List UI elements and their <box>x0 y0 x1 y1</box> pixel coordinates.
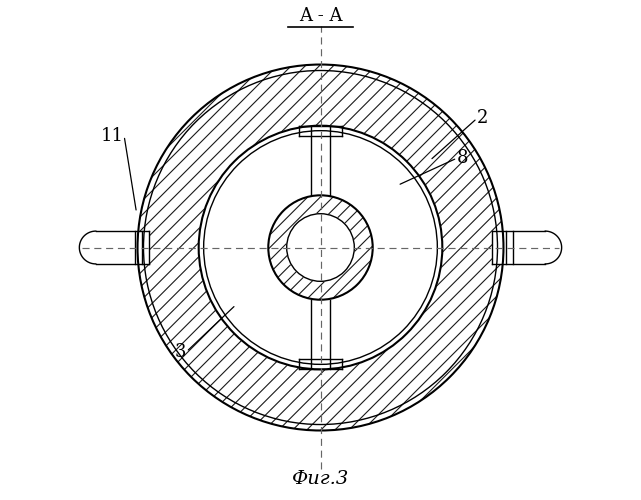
Circle shape <box>287 214 354 282</box>
Text: 2: 2 <box>477 109 488 127</box>
Bar <box>96 231 149 264</box>
Circle shape <box>133 60 508 436</box>
Bar <box>299 126 342 136</box>
Text: Фиг.3: Фиг.3 <box>292 470 349 488</box>
Text: A - A: A - A <box>299 7 342 25</box>
Text: 8: 8 <box>457 149 469 167</box>
Bar <box>310 126 331 196</box>
Circle shape <box>199 126 442 370</box>
Bar <box>310 300 331 370</box>
Text: 3: 3 <box>175 343 187 361</box>
Text: 11: 11 <box>101 126 124 144</box>
Bar <box>492 231 545 264</box>
Bar <box>299 360 342 370</box>
